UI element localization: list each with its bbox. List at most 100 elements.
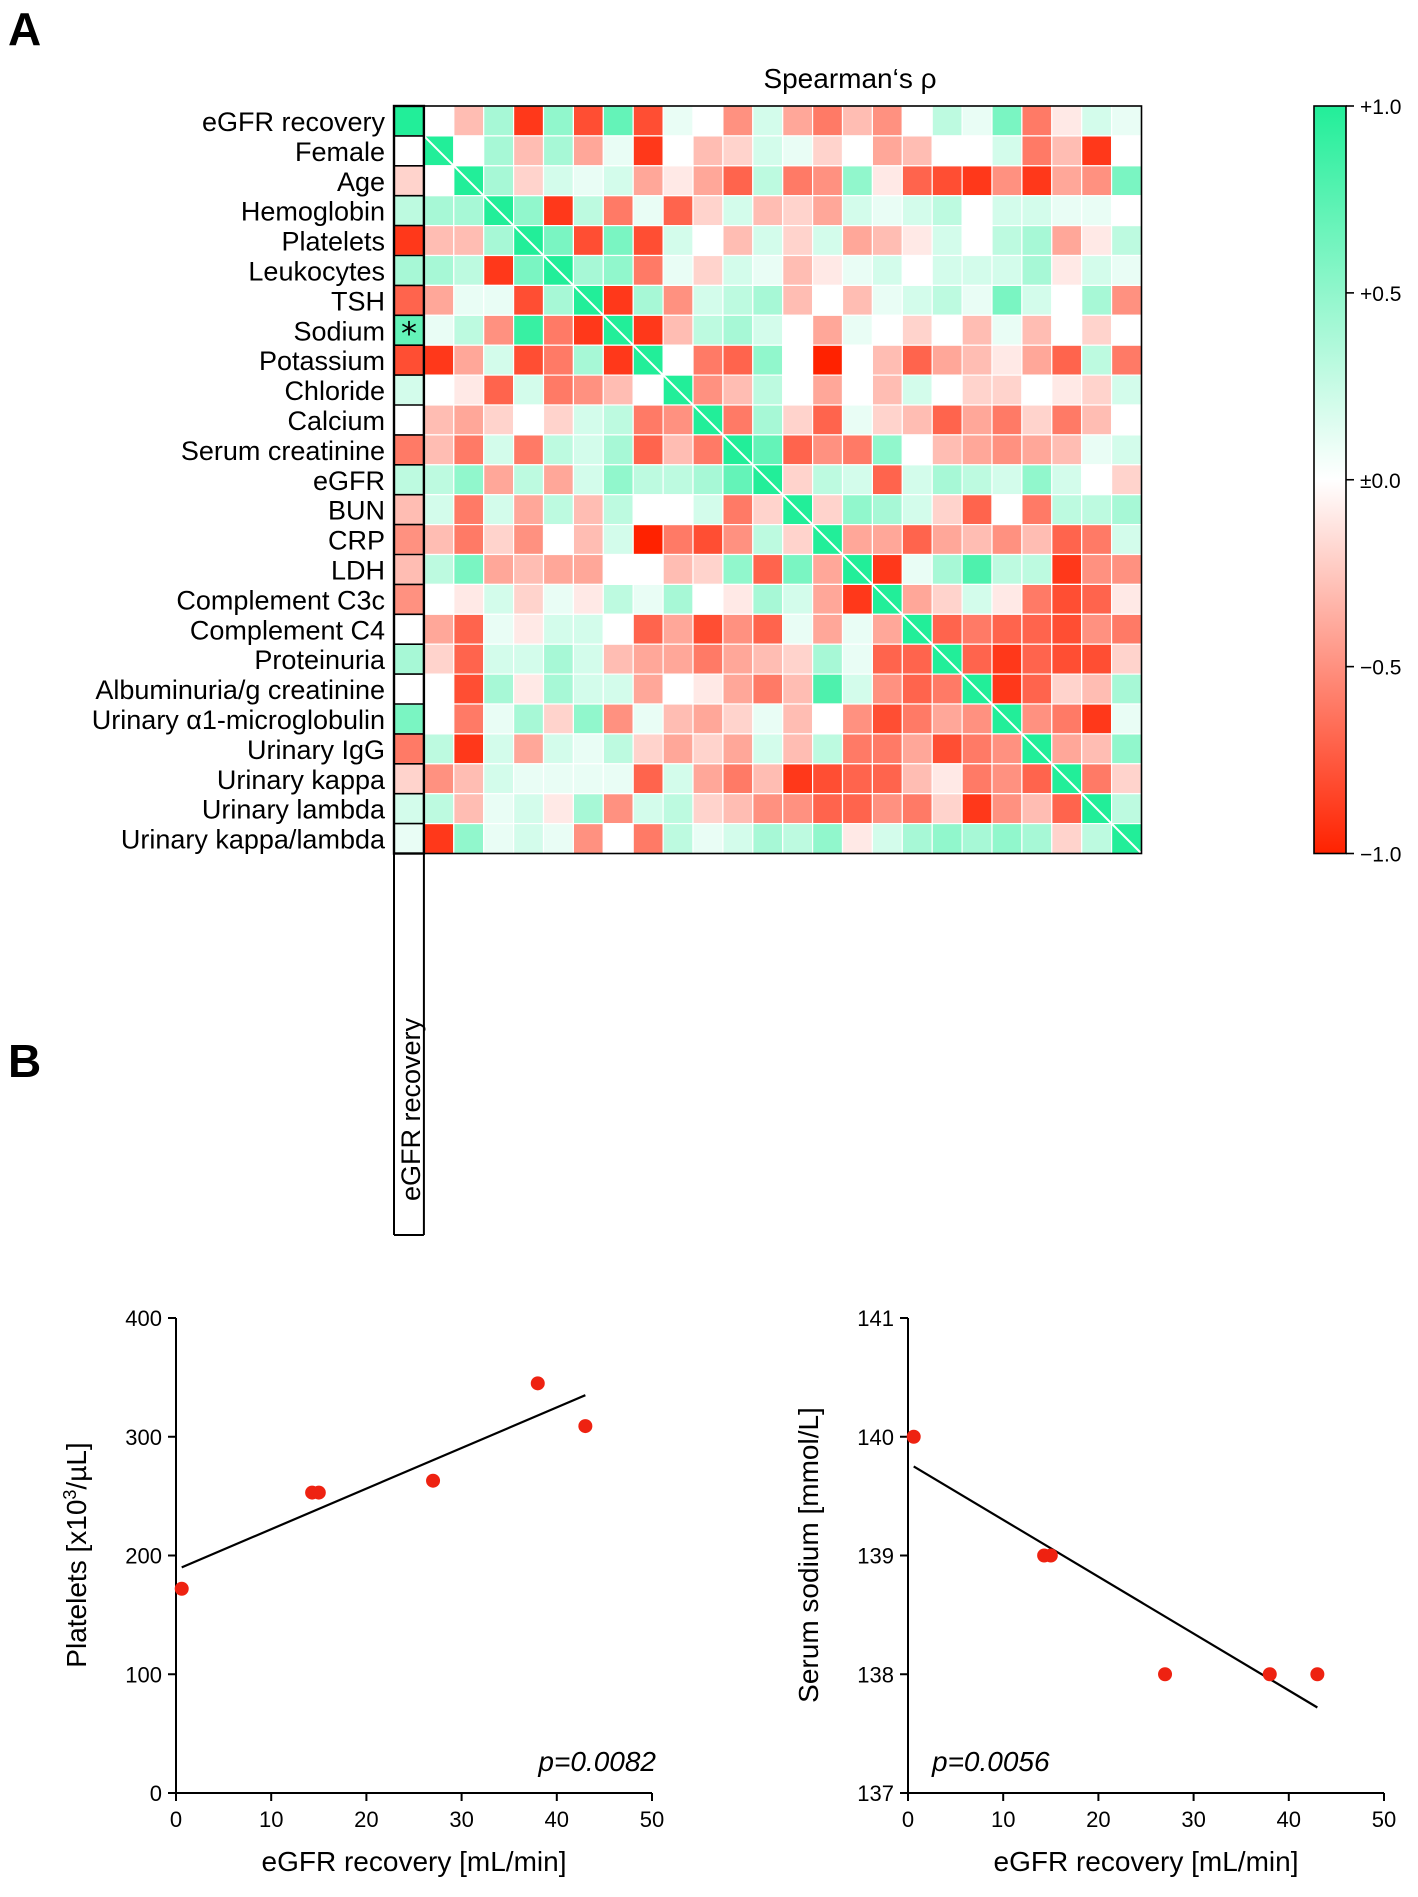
heatmap-cell <box>542 494 574 526</box>
heatmap-cell <box>692 434 724 466</box>
colorbar-tick-label: +0.5 <box>1360 283 1401 306</box>
heatmap-cell <box>752 434 784 466</box>
heatmap-cell <box>961 374 993 406</box>
heatmap-cell <box>1021 254 1053 286</box>
platelets-x-tick-label: 30 <box>449 1807 473 1832</box>
heatmap-cell <box>393 314 425 346</box>
heatmap-cell <box>632 225 664 257</box>
heatmap-cell <box>572 195 604 227</box>
heatmap-cell <box>961 404 993 436</box>
heatmap-cell <box>1021 822 1053 855</box>
heatmap-cell <box>841 494 873 526</box>
heatmap-cell <box>453 105 485 137</box>
heatmap-cell <box>1021 434 1053 466</box>
heatmap-cell <box>1021 105 1053 137</box>
heatmap-cell <box>572 643 604 675</box>
heatmap-cell <box>662 822 694 855</box>
heatmap-cell <box>1081 165 1113 197</box>
heatmap-cell <box>662 225 694 257</box>
heatmap-cell <box>453 404 485 436</box>
heatmap-cell <box>1081 105 1113 137</box>
heatmap-cell <box>453 523 485 556</box>
heatmap-cell <box>752 494 784 526</box>
heatmap-cell <box>722 793 754 825</box>
heatmap-cell <box>752 822 784 855</box>
heatmap-cell <box>1021 583 1053 615</box>
heatmap-cell <box>453 583 485 615</box>
heatmap-cell <box>453 822 485 855</box>
heatmap-cell <box>423 793 455 825</box>
platelets-data-point <box>311 1485 326 1500</box>
heatmap-cell <box>782 733 814 765</box>
heatmap-cell <box>602 135 634 167</box>
heatmap-cell <box>991 613 1023 645</box>
heatmap-cell <box>1081 195 1113 227</box>
heatmap-cell <box>782 135 814 167</box>
heatmap-cell <box>752 613 784 645</box>
heatmap-cell <box>423 344 455 376</box>
heatmap-cell <box>483 165 515 197</box>
heatmap-cell <box>931 523 963 556</box>
heatmap-cell <box>991 225 1023 257</box>
heatmap-cell <box>1021 165 1053 197</box>
heatmap-cell <box>1051 165 1083 197</box>
heatmap-cell <box>423 643 455 675</box>
heatmap-cell <box>841 703 873 735</box>
heatmap-cell <box>1110 763 1143 795</box>
sodium-y-tick-label: 138 <box>857 1662 894 1687</box>
panel-a-label: A <box>8 3 42 55</box>
heatmap-cell <box>453 195 485 227</box>
heatmap-cell <box>572 733 604 765</box>
heatmap-cell <box>542 434 574 466</box>
heatmap-cell <box>991 344 1023 376</box>
heatmap-cell <box>393 135 425 167</box>
platelets-y-tick-label: 0 <box>150 1781 162 1806</box>
heatmap-cell <box>512 494 545 526</box>
platelets-x-tick-label: 10 <box>259 1807 283 1832</box>
heatmap-cell <box>1021 523 1053 556</box>
heatmap-cell <box>752 553 784 585</box>
heatmap-cell <box>1021 643 1053 675</box>
heatmap-cell <box>692 643 724 675</box>
heatmap-cell <box>1051 135 1083 167</box>
heatmap-cell <box>662 314 694 346</box>
heatmap-cell <box>393 404 425 436</box>
heatmap-cell <box>1110 553 1143 585</box>
heatmap-cell <box>722 374 754 406</box>
heatmap-cell <box>1051 703 1083 735</box>
heatmap-cell <box>1110 523 1143 556</box>
heatmap-cell <box>483 254 515 286</box>
heatmap-cell <box>602 344 634 376</box>
heatmap-cell <box>393 643 425 675</box>
heatmap-cell <box>1110 165 1143 197</box>
heatmap-cell <box>1081 344 1113 376</box>
heatmap-cell <box>841 763 873 795</box>
heatmap-cell <box>1081 643 1113 675</box>
heatmap-row-label: Complement C4 <box>190 615 385 645</box>
heatmap-cell <box>1021 494 1053 526</box>
heatmap-cell <box>542 195 574 227</box>
heatmap-cell <box>722 703 754 735</box>
heatmap-cell <box>512 195 545 227</box>
sodium-data-point <box>1262 1667 1277 1682</box>
heatmap-cell <box>1081 822 1113 855</box>
heatmap-row-label: Hemoglobin <box>241 197 385 227</box>
heatmap-cell <box>811 643 844 675</box>
heatmap-cell <box>722 344 754 376</box>
heatmap-cell <box>1081 254 1113 286</box>
heatmap-cell <box>1081 494 1113 526</box>
heatmap-cell <box>1021 284 1053 316</box>
heatmap-cell <box>453 733 485 765</box>
heatmap-cell <box>782 404 814 436</box>
heatmap-cell <box>453 643 485 675</box>
platelets-y-tick-label: 400 <box>125 1306 162 1331</box>
heatmap-cell <box>1021 553 1053 585</box>
heatmap-cell <box>542 822 574 855</box>
heatmap-cell <box>961 494 993 526</box>
heatmap-cell <box>662 344 694 376</box>
heatmap-cell <box>1051 793 1083 825</box>
heatmap-cell <box>901 553 933 585</box>
heatmap-cell <box>692 195 724 227</box>
heatmap-cell <box>572 374 604 406</box>
heatmap-cell <box>901 135 933 167</box>
